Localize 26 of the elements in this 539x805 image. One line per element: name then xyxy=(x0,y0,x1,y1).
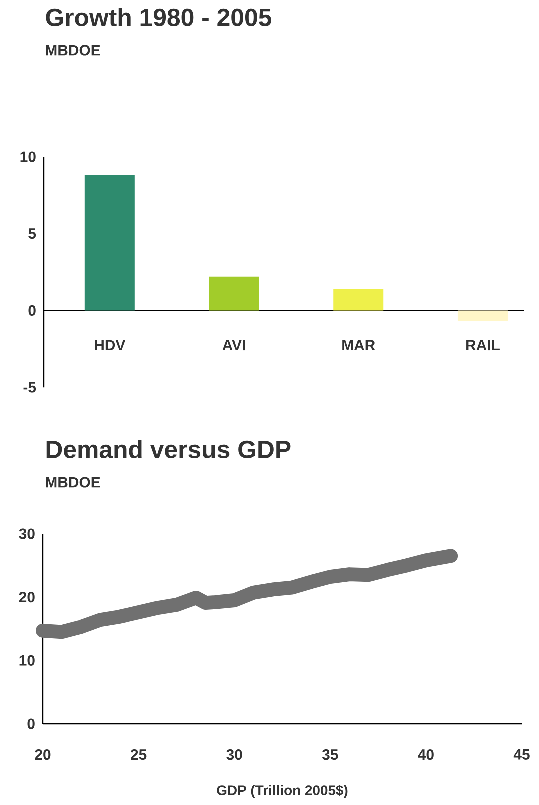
y-tick-label: 0 xyxy=(28,718,35,730)
x-tick-label: HDV xyxy=(95,340,126,351)
x-tick-label: 45 xyxy=(514,750,530,760)
y-tick-label: 30 xyxy=(19,528,35,540)
bar xyxy=(84,175,135,311)
bar xyxy=(334,289,384,311)
chart-title: Demand versus GDP xyxy=(46,440,291,458)
x-tick-label: RAIL xyxy=(466,340,500,351)
y-tick-label: 0 xyxy=(28,305,36,316)
x-tick-label: AVI xyxy=(222,340,246,351)
x-tick-label: 30 xyxy=(226,750,242,760)
x-tick-label: 25 xyxy=(131,750,147,760)
y-tick-label: -5 xyxy=(24,382,36,393)
bar xyxy=(458,310,508,322)
y-tick-label: 5 xyxy=(28,228,36,240)
chart-subtitle: MBDOE xyxy=(46,477,100,488)
x-axis-title: GDP (Trillion 2005$) xyxy=(217,784,348,798)
y-tick-label: 20 xyxy=(19,592,35,603)
bar xyxy=(209,276,260,311)
y-tick-label: 10 xyxy=(20,152,36,162)
chart-title: Growth 1980 - 2005 xyxy=(46,8,272,26)
x-tick-label: 40 xyxy=(418,750,434,760)
x-tick-label: MAR xyxy=(342,340,376,351)
x-tick-label: 35 xyxy=(322,750,338,760)
y-tick-label: 10 xyxy=(20,655,35,666)
chart-subtitle: MBDOE xyxy=(46,45,100,56)
